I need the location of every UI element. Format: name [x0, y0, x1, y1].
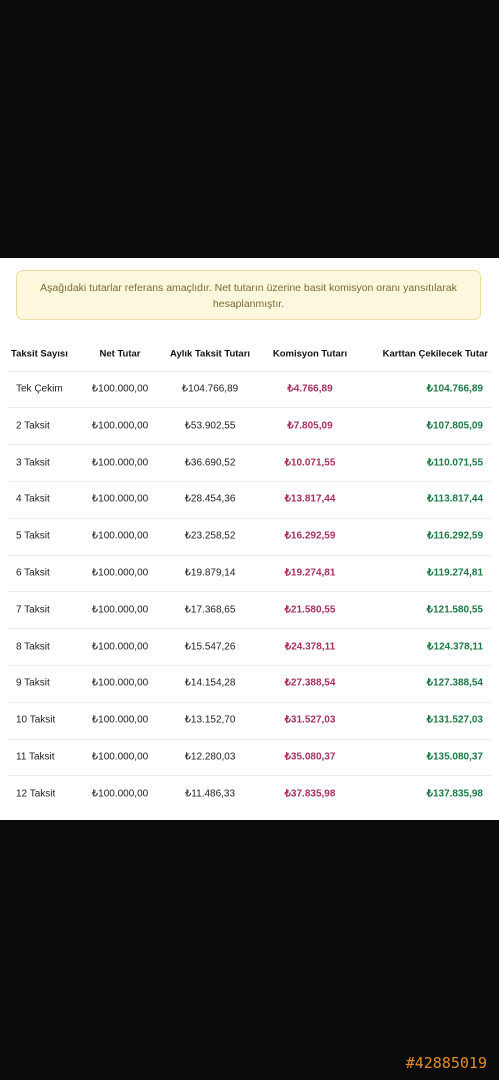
- table-cell: 5 Taksit: [16, 530, 50, 542]
- row-separator: [8, 775, 491, 777]
- table-cell: ₺100.000,00: [91, 383, 149, 395]
- table-cell: ₺4.766,89: [287, 383, 333, 395]
- row-separator: [8, 444, 491, 446]
- table-cell: ₺121.580,55: [426, 604, 483, 616]
- table-cell: ₺127.388,54: [426, 677, 483, 689]
- table-cell: ₺104.766,89: [181, 383, 239, 395]
- row-separator: [8, 665, 491, 666]
- table-cell: ₺131.527,03: [426, 714, 483, 726]
- table-cell: ₺53.902,55: [184, 420, 236, 432]
- table-cell: ₺10.071,55: [284, 457, 336, 469]
- notice: Aşağıdaki tutarlar referans amaçlıdır. N…: [16, 270, 481, 320]
- table-cell: 11 Taksit: [16, 751, 55, 763]
- table-cell: ₺28.454,36: [184, 493, 236, 505]
- table-cell: ₺24.378,11: [284, 641, 336, 653]
- table-cell: 9 Taksit: [16, 677, 50, 689]
- table-cell: ₺7.805,09: [287, 420, 333, 432]
- table-cell: 6 Taksit: [16, 567, 50, 579]
- table-cell: ₺135.080,37: [426, 751, 483, 763]
- table-cell: 12 Taksit: [16, 788, 56, 800]
- table-cell: ₺12.280,03: [184, 751, 236, 763]
- table-cell: ₺100.000,00: [91, 604, 149, 616]
- table-cell: ₺21.580,55: [284, 604, 336, 616]
- table-cell: 10 Taksit: [16, 714, 56, 726]
- table-cell: ₺37.835,98: [284, 788, 336, 800]
- table-cell: ₺36.690,52: [184, 457, 236, 469]
- row-separator: [8, 407, 491, 409]
- panel: Aşağıdaki tutarlar referans amaçlıdır. N…: [0, 258, 499, 820]
- table-cell: 2 Taksit: [16, 420, 50, 432]
- table-cell: ₺104.766,89: [426, 383, 483, 395]
- table-cell: ₺100.000,00: [91, 751, 149, 763]
- table-cell: ₺100.000,00: [91, 714, 149, 726]
- table-cell: Tek Çekim: [16, 383, 63, 395]
- row-separator: [8, 628, 491, 630]
- table-cell: ₺100.000,00: [91, 788, 149, 800]
- watermark: #42885019: [405, 1054, 487, 1072]
- row-separator: [8, 701, 491, 703]
- table-cell: ₺137.835,98: [426, 788, 483, 800]
- table-cell: ₺100.000,00: [91, 457, 149, 469]
- table-cell: ₺100.000,00: [91, 567, 149, 579]
- table-cell: ₺15.547,26: [184, 641, 236, 653]
- table-cell: 4 Taksit: [16, 493, 50, 505]
- table-cell: ₺100.000,00: [91, 677, 149, 689]
- table-header: Karttan Çekilecek Tutar: [382, 348, 488, 360]
- table-cell: ₺100.000,00: [91, 420, 149, 432]
- row-separator: [8, 554, 491, 556]
- table-cell: ₺107.805,09: [426, 420, 483, 432]
- table-header: Aylık Taksit Tutarı: [169, 348, 251, 360]
- row-separator: [8, 481, 491, 482]
- table-header: Komisyon Tutarı: [272, 348, 348, 360]
- table-cell: ₺17.368,65: [184, 604, 236, 616]
- table-cell: ₺13.152,70: [184, 714, 236, 726]
- table-cell: ₺14.154,28: [184, 677, 236, 689]
- table-cell: 3 Taksit: [16, 457, 50, 469]
- table-cell: ₺119.274,81: [427, 567, 483, 579]
- table-header: Taksit Sayısı: [11, 348, 68, 360]
- table-cell: ₺11.486,33: [184, 788, 236, 800]
- row-separator: [8, 738, 491, 740]
- table-cell: ₺19.879,14: [184, 567, 236, 579]
- table-header: Net Tutar: [99, 348, 141, 360]
- row-separator: [8, 517, 491, 519]
- row-separator: [8, 591, 491, 593]
- table-cell: ₺100.000,00: [91, 530, 149, 542]
- table-cell: 8 Taksit: [16, 641, 50, 653]
- table-cell: ₺16.292,59: [284, 530, 336, 542]
- table-cell: ₺110.071,55: [427, 457, 483, 469]
- table-cell: ₺27.388,54: [284, 677, 336, 689]
- table-cell: ₺124.378,11: [427, 641, 483, 653]
- table-cell: ₺23.258,52: [184, 530, 236, 542]
- table-cell: 7 Taksit: [16, 604, 50, 616]
- table-cell: ₺116.292,59: [427, 530, 483, 542]
- table-cell: ₺19.274,81: [284, 567, 336, 579]
- table-cell: ₺31.527,03: [284, 714, 336, 726]
- table-cell: ₺100.000,00: [91, 493, 149, 505]
- table-cell: ₺13.817,44: [284, 493, 336, 505]
- table-cell: ₺35.080,37: [284, 751, 336, 763]
- row-separator: [8, 371, 491, 372]
- table-cell: ₺113.817,44: [427, 493, 483, 505]
- table-cell: ₺100.000,00: [91, 641, 149, 653]
